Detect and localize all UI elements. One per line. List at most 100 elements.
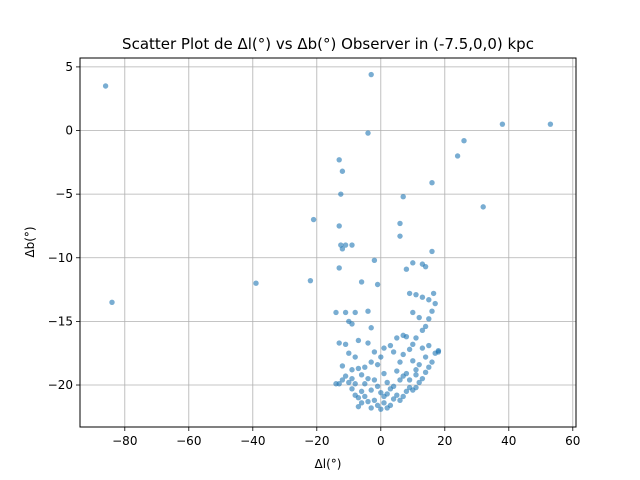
- scatter-point: [371, 397, 378, 403]
- scatter-point: [368, 325, 374, 331]
- scatter-point: [406, 377, 413, 383]
- scatter-point: [426, 342, 432, 349]
- scatter-point: [390, 383, 397, 389]
- y-tick-label: 0: [65, 124, 73, 138]
- scatter-point: [253, 280, 259, 286]
- scatter-point: [378, 389, 384, 396]
- scatter-point: [342, 309, 349, 316]
- scatter-point: [400, 393, 406, 400]
- scatter-point: [336, 223, 342, 229]
- x-axis-ticks: −80 −60 −40 −20 0 20 40 60: [112, 427, 580, 448]
- scatter-point: [429, 308, 435, 314]
- scatter-point: [381, 370, 387, 377]
- y-axis-label: Δb(°): [23, 226, 37, 257]
- scatter-point: [378, 354, 384, 360]
- scatter-point: [406, 346, 413, 353]
- scatter-point: [358, 372, 365, 378]
- scatter-point: [429, 248, 435, 255]
- scatter-point: [397, 220, 403, 227]
- scatter-point: [397, 359, 403, 365]
- scatter-point: [358, 400, 365, 406]
- scatter-point: [381, 393, 387, 400]
- scatter-point: [349, 242, 355, 248]
- scatter-point: [365, 308, 371, 314]
- scatter-point: [358, 279, 365, 285]
- scatter-point: [387, 402, 394, 409]
- scatter-point: [397, 377, 403, 383]
- scatter-point: [403, 266, 410, 272]
- scatter-point: [397, 233, 403, 239]
- x-tick-label: 60: [565, 434, 580, 448]
- scatter-point: [390, 396, 397, 402]
- y-tick-label: −20: [48, 378, 73, 392]
- scatter-point: [394, 368, 400, 374]
- x-axis-label: Δl(°): [315, 457, 342, 471]
- scatter-point: [336, 265, 342, 271]
- chart-title: Scatter Plot de Δl(°) vs Δb(°) Observer …: [122, 35, 534, 53]
- scatter-point: [374, 281, 381, 288]
- scatter-point: [381, 345, 387, 351]
- scatter-point: [422, 263, 429, 270]
- scatter-point: [394, 335, 400, 341]
- scatter-point: [413, 335, 419, 341]
- scatter-point: [355, 365, 362, 372]
- scatter-point: [365, 375, 371, 382]
- scatter-point: [416, 379, 422, 386]
- scatter-point: [547, 121, 554, 127]
- scatter-point: [480, 204, 486, 210]
- scatter-point: [381, 400, 387, 406]
- scatter-point: [397, 397, 403, 403]
- scatter-point: [416, 361, 422, 368]
- scatter-point: [358, 388, 365, 395]
- scatter-point: [374, 383, 381, 389]
- scatter-point: [419, 327, 426, 333]
- x-tick-label: 40: [501, 434, 516, 448]
- y-tick-label: −10: [48, 251, 73, 265]
- scatter-point: [461, 138, 467, 144]
- scatter-point: [333, 381, 339, 387]
- scatter-point: [403, 388, 410, 395]
- scatter-point: [413, 384, 419, 391]
- scatter-point: [413, 367, 419, 373]
- scatter-point: [419, 345, 426, 351]
- scatter-point: [429, 359, 435, 365]
- scatter-point: [371, 377, 378, 383]
- scatter-point: [349, 375, 355, 382]
- scatter-point: [394, 392, 400, 398]
- scatter-point: [342, 341, 349, 347]
- scatter-point: [362, 364, 368, 370]
- x-tick-label: 20: [437, 434, 452, 448]
- scatter-point: [349, 386, 355, 392]
- scatter-point: [419, 375, 426, 382]
- x-tick-label: 0: [377, 434, 385, 448]
- x-tick-label: −20: [304, 434, 329, 448]
- scatter-point: [352, 309, 358, 316]
- grid-layer: [80, 58, 576, 427]
- scatter-point: [422, 369, 429, 375]
- scatter-point: [336, 157, 342, 163]
- scatter-point: [365, 340, 371, 346]
- scatter-point: [410, 260, 416, 266]
- scatter-point: [352, 381, 358, 387]
- scatter-point: [362, 381, 368, 387]
- scatter-point: [416, 314, 422, 321]
- plot-frame: [79, 57, 577, 428]
- scatter-point: [400, 332, 406, 339]
- scatter-point: [430, 290, 437, 297]
- scatter-point: [102, 83, 109, 89]
- scatter-point: [384, 379, 390, 386]
- scatter-point: [368, 387, 374, 393]
- scatter-point: [419, 294, 426, 300]
- scatter-point: [432, 300, 438, 307]
- y-tick-label: 5: [65, 60, 73, 74]
- scatter-point: [390, 349, 397, 355]
- scatter-point: [109, 299, 115, 306]
- scatter-point: [336, 340, 342, 346]
- y-tick-label: −5: [55, 187, 73, 201]
- scatter-point: [368, 71, 374, 78]
- scatter-point: [346, 350, 352, 356]
- scatter-point: [374, 402, 381, 409]
